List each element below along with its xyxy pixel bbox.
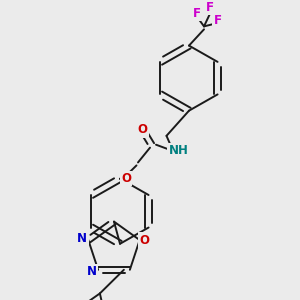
Text: F: F [193, 7, 200, 20]
Text: F: F [206, 1, 214, 13]
Text: O: O [137, 123, 148, 136]
Text: N: N [77, 232, 87, 245]
Text: NH: NH [169, 144, 188, 157]
Text: N: N [87, 265, 97, 278]
Text: F: F [214, 14, 221, 27]
Text: O: O [121, 172, 131, 185]
Text: O: O [139, 233, 149, 247]
